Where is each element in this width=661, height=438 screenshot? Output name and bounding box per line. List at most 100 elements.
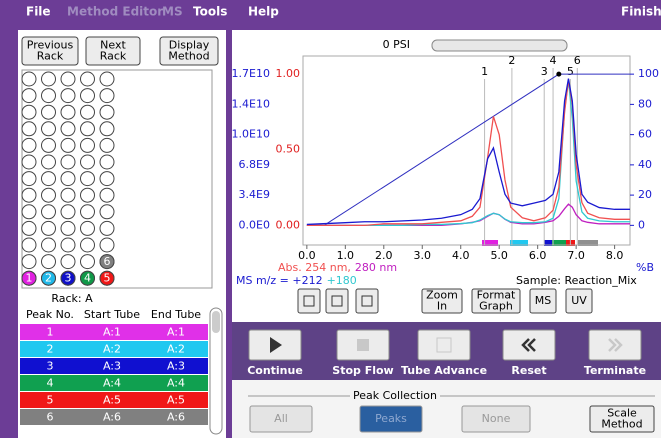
tube[interactable] — [60, 187, 76, 203]
table-row[interactable] — [20, 375, 208, 391]
tube[interactable] — [99, 187, 115, 203]
tube[interactable] — [60, 171, 76, 187]
tube[interactable] — [41, 88, 56, 104]
tube[interactable] — [60, 254, 76, 270]
tube[interactable] — [80, 137, 95, 153]
rack-button[interactable] — [85, 36, 141, 66]
scrollbar[interactable] — [209, 307, 223, 435]
tube[interactable] — [80, 121, 95, 137]
tube[interactable] — [80, 171, 95, 187]
icon-button[interactable] — [355, 288, 379, 314]
tube[interactable] — [80, 104, 95, 120]
tube[interactable] — [60, 121, 76, 137]
tube[interactable] — [21, 137, 37, 153]
tube[interactable] — [21, 154, 37, 170]
tube[interactable] — [21, 237, 37, 253]
tube-filled[interactable] — [60, 270, 76, 286]
tube[interactable] — [99, 220, 115, 236]
tube-label: 5 — [104, 272, 111, 285]
peak-label: 6 — [574, 54, 581, 67]
tube[interactable] — [60, 220, 76, 236]
pressure-label: 0 PSI — [383, 38, 410, 51]
tube[interactable] — [41, 154, 56, 170]
tube-filled[interactable] — [99, 254, 115, 270]
tube-filled[interactable] — [21, 270, 37, 286]
legend-entry: Abs. 254 nm, — [278, 261, 351, 274]
tube-filled[interactable] — [80, 270, 95, 286]
tube[interactable] — [60, 137, 76, 153]
tube[interactable] — [80, 220, 95, 236]
tube[interactable] — [60, 71, 76, 87]
tube[interactable] — [41, 171, 56, 187]
table-row[interactable] — [20, 324, 208, 340]
tube[interactable] — [80, 254, 95, 270]
tube[interactable] — [99, 104, 115, 120]
tube[interactable] — [41, 121, 56, 137]
tube[interactable] — [80, 154, 95, 170]
tube[interactable] — [60, 88, 76, 104]
menu-item[interactable]: Help — [248, 5, 279, 19]
option-button[interactable] — [461, 405, 531, 433]
option-button[interactable] — [249, 405, 313, 433]
tube[interactable] — [41, 187, 56, 203]
menu-item[interactable]: Tools — [193, 5, 227, 19]
tube-filled[interactable] — [41, 270, 56, 286]
tube[interactable] — [21, 121, 37, 137]
table-row[interactable] — [20, 409, 208, 425]
tube[interactable] — [41, 204, 56, 220]
tube[interactable] — [21, 88, 37, 104]
rack-button[interactable] — [21, 36, 79, 66]
tube[interactable] — [41, 237, 56, 253]
tube[interactable] — [21, 187, 37, 203]
icon-button[interactable] — [297, 288, 321, 314]
menu-item[interactable]: File — [26, 5, 51, 19]
tube[interactable] — [41, 254, 56, 270]
tube[interactable] — [21, 220, 37, 236]
tube[interactable] — [80, 237, 95, 253]
tube[interactable] — [99, 237, 115, 253]
tube[interactable] — [21, 71, 37, 87]
tube[interactable] — [21, 204, 37, 220]
tube[interactable] — [41, 104, 56, 120]
table-row[interactable] — [20, 392, 208, 408]
tube[interactable] — [99, 171, 115, 187]
tube[interactable] — [21, 254, 37, 270]
column-header: Start Tube — [84, 308, 140, 321]
tube[interactable] — [99, 88, 115, 104]
tube[interactable] — [21, 171, 37, 187]
pressure-bar — [431, 39, 568, 52]
x-tick-label: 0.0 — [298, 249, 316, 262]
tube[interactable] — [41, 220, 56, 236]
control-button[interactable] — [417, 329, 471, 361]
scroll-thumb[interactable] — [212, 311, 220, 333]
tube[interactable] — [80, 187, 95, 203]
button-label: Scale — [607, 407, 637, 420]
tube[interactable] — [41, 71, 56, 87]
tube[interactable] — [99, 121, 115, 137]
tube[interactable] — [60, 104, 76, 120]
tube[interactable] — [60, 204, 76, 220]
tube[interactable] — [99, 137, 115, 153]
graph-button[interactable] — [421, 288, 463, 314]
tube[interactable] — [41, 137, 56, 153]
tube[interactable] — [99, 71, 115, 87]
graph-button[interactable] — [529, 288, 557, 314]
table-row[interactable] — [20, 341, 208, 357]
option-button[interactable] — [359, 405, 423, 433]
graph-button[interactable] — [471, 288, 521, 314]
tube[interactable] — [99, 154, 115, 170]
tube[interactable] — [80, 88, 95, 104]
tube[interactable] — [60, 237, 76, 253]
scale-button[interactable] — [589, 405, 655, 433]
tube[interactable] — [80, 71, 95, 87]
rack-button[interactable] — [159, 36, 219, 66]
tube-filled[interactable] — [99, 270, 115, 286]
icon-button[interactable] — [325, 288, 349, 314]
tube[interactable] — [99, 204, 115, 220]
legend-entry: +180 — [327, 274, 357, 287]
tube[interactable] — [60, 154, 76, 170]
table-row[interactable] — [20, 358, 208, 374]
tube[interactable] — [21, 104, 37, 120]
tube[interactable] — [80, 204, 95, 220]
graph-button[interactable] — [565, 288, 593, 314]
